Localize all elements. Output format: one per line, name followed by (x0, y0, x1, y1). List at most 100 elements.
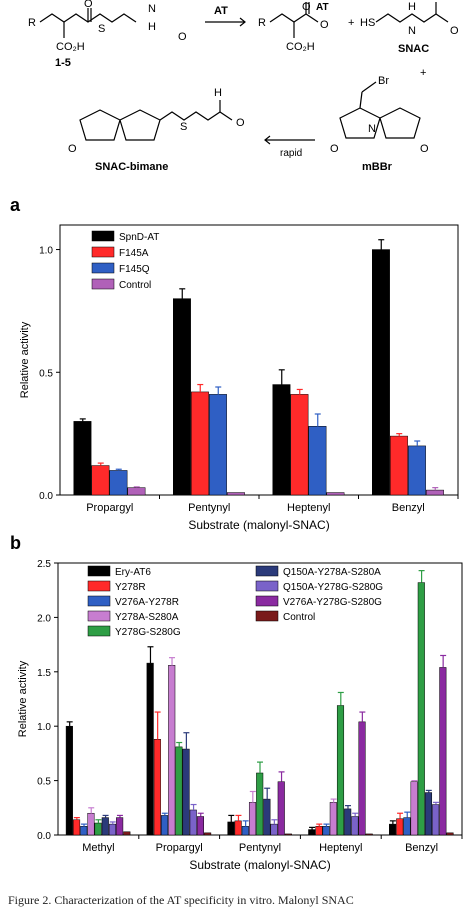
bar (168, 665, 176, 836)
bar (227, 821, 235, 836)
legend-label: Q150A-Y278G-S280G (283, 582, 383, 593)
x-axis-label: Substrate (malonyl-SNAC) (189, 858, 330, 872)
bar (272, 384, 291, 496)
bar (209, 394, 227, 496)
snac-bimane-ring (79, 109, 121, 141)
bar (446, 832, 454, 836)
legend-swatch (255, 565, 279, 577)
bar (277, 781, 285, 836)
bar (73, 819, 81, 836)
oxygen-label: O (178, 31, 187, 43)
bar (173, 298, 191, 496)
rapid-label: rapid (280, 148, 302, 159)
sulfur-label: S (98, 23, 105, 35)
y-tick-label: 0.5 (39, 368, 53, 379)
bar (403, 817, 411, 836)
x-tick-label: Pentynyl (188, 502, 230, 514)
x-tick-label: Propargyl (86, 502, 133, 514)
bar (196, 816, 204, 836)
bar (426, 489, 444, 496)
legend-swatch (87, 625, 111, 637)
figure-caption: Figure 2. Characterization of the AT spe… (8, 893, 354, 907)
bar (101, 817, 109, 836)
plus-sign: + (348, 17, 354, 29)
h-label: H (148, 21, 156, 33)
oxygen-label: O (84, 0, 93, 10)
bar (290, 394, 309, 496)
legend-label: Control (119, 280, 151, 291)
reaction-scheme: R CO₂H O S N H O AT R CO₂H O O AT + HS N… (28, 0, 459, 173)
x-tick-label: Benzyl (392, 502, 425, 514)
chart-a: a 0.0 0.5 1.0 Relative activity Substrate (ma… (10, 200, 459, 532)
bar (351, 816, 359, 836)
bar (256, 772, 264, 836)
bar (204, 832, 212, 836)
r-group-label: R (258, 17, 266, 29)
x-tick-label: Methyl (82, 842, 114, 854)
bar (344, 808, 352, 836)
bar (227, 492, 245, 496)
panel-label: b (10, 535, 21, 553)
bar (315, 826, 323, 836)
bar (191, 391, 209, 496)
bar (108, 823, 117, 836)
snac-bimane-label: SNAC-bimane (95, 161, 168, 173)
thiol-label: HS (360, 17, 375, 29)
bar (372, 249, 390, 496)
oxygen-label: O (420, 143, 429, 155)
carboxyl-label: CO₂H (286, 41, 315, 53)
at-superscript: AT (316, 2, 329, 13)
panel-label: a (10, 200, 21, 215)
sulfur-label: S (180, 121, 187, 133)
x-tick-label: Benzyl (405, 842, 438, 854)
y-tick-label: 1.0 (39, 246, 53, 257)
bar (390, 435, 408, 496)
bar (116, 817, 124, 836)
bar (358, 721, 366, 836)
bar (175, 746, 183, 836)
bar (160, 815, 169, 836)
legend-swatch (87, 595, 111, 607)
bar (153, 739, 161, 836)
y-tick-label: 0.0 (37, 831, 51, 842)
nh-label: N (408, 25, 416, 37)
x-tick-label: Heptenyl (287, 502, 330, 514)
y-tick-label: 1.5 (37, 668, 51, 679)
legend-swatch (91, 262, 115, 274)
snac-label: SNAC (398, 43, 429, 55)
bar (91, 465, 110, 496)
bar (308, 829, 316, 836)
legend-label: Y278A-S280A (115, 612, 179, 623)
bar (439, 667, 447, 836)
bar (189, 809, 197, 836)
y-tick-label: 2.5 (37, 559, 51, 570)
y-axis-label: Relative activity (17, 660, 29, 737)
legend-label: Ery-AT6 (115, 567, 151, 578)
x-tick-label: Propargyl (156, 842, 203, 854)
legend-label: V276A-Y278R (115, 597, 179, 608)
oxygen-label: O (450, 25, 459, 37)
legend-swatch (91, 230, 115, 242)
at-arrow-label: AT (214, 5, 228, 17)
bar (234, 820, 242, 836)
bar (127, 487, 146, 496)
legend-swatch (255, 595, 279, 607)
bar (123, 831, 131, 836)
chart-b: b 0.0 0.5 1.0 1.5 2.0 2.5 Relative activity Subs… (10, 535, 463, 872)
oxygen-label: O (68, 143, 77, 155)
x-tick-label: Heptenyl (319, 842, 362, 854)
bar (65, 725, 73, 836)
bromine-label: Br (378, 75, 389, 87)
oxygen-label: O (302, 1, 311, 13)
bar (308, 426, 327, 496)
bar (389, 823, 397, 836)
bar (424, 792, 433, 836)
nh-label: N (148, 3, 156, 15)
y-tick-label: 0.0 (39, 491, 53, 502)
legend-label: V276A-Y278G-S280G (283, 597, 382, 608)
bar (329, 802, 337, 836)
legend-label: Y278R (115, 582, 146, 593)
oxygen-label: O (330, 143, 339, 155)
legend-swatch (255, 580, 279, 592)
compound-label: 1-5 (55, 57, 71, 69)
